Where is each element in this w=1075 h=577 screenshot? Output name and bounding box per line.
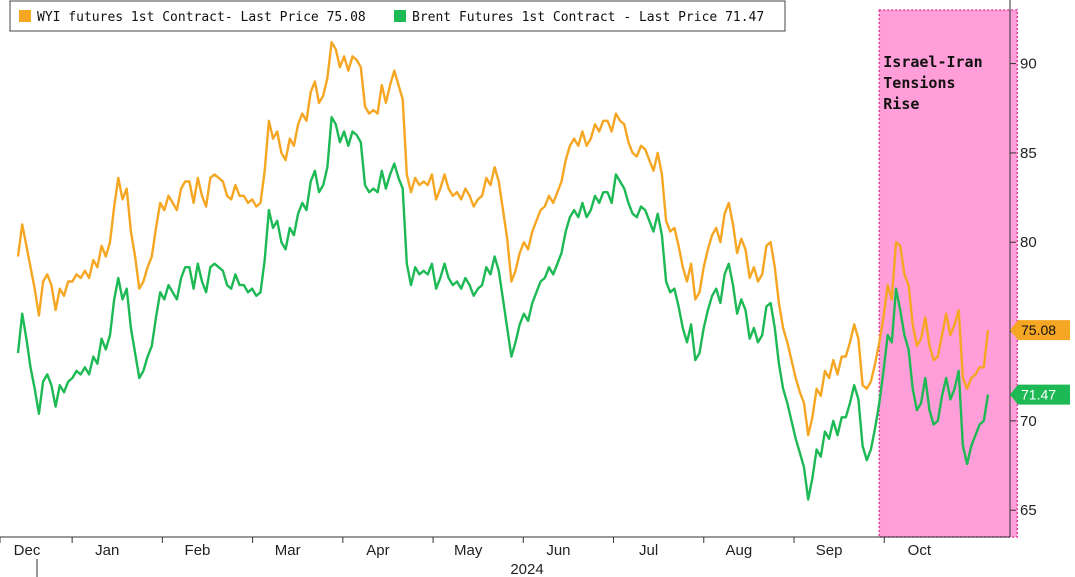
legend: WYI futures 1st Contract- Last Price 75.…	[9, 0, 786, 32]
x-axis-year-label: 2024	[510, 561, 543, 577]
x-tick-label: Sep	[816, 542, 843, 559]
last-value-badge: 71.47	[1010, 384, 1070, 405]
series-line-wyi	[16, 41, 990, 437]
y-tick-label: 70	[1020, 413, 1037, 430]
x-tick-label: Oct	[908, 542, 932, 559]
y-tick-label: 85	[1020, 145, 1037, 162]
highlight-band: Israel-Iran Tensions Rise	[878, 9, 1019, 538]
x-tick-label: Mar	[275, 542, 301, 559]
highlight-label-line-3: Rise	[883, 95, 919, 113]
last-value-badge-label: 71.47	[1021, 387, 1056, 403]
highlight-rect	[878, 9, 1019, 538]
x-axis-ticks: Dec Jan Feb Mar Apr May Jun Jul Aug Sep Oct	[0, 537, 932, 559]
legend-swatch-brent	[394, 10, 406, 22]
last-value-badge-shape	[1010, 320, 1070, 341]
highlight-label-line-1: Israel-Iran	[883, 53, 982, 71]
x-tick-label: Apr	[366, 542, 389, 559]
x-tick-label: Dec	[14, 542, 41, 559]
x-tick-label: Feb	[185, 542, 211, 559]
x-tick-label: May	[454, 542, 483, 559]
legend-swatch-wyi	[19, 10, 31, 22]
x-tick-label: Aug	[726, 542, 753, 559]
y-tick-label: 80	[1020, 234, 1037, 251]
series-line-brent	[16, 115, 990, 501]
highlight-label-line-2: Tensions	[883, 74, 955, 92]
last-value-badge-label: 75.08	[1021, 322, 1056, 338]
last-value-badge-shape	[1010, 384, 1070, 405]
last-value-badge: 75.08	[1010, 320, 1070, 341]
y-tick-label: 90	[1020, 56, 1037, 73]
last-value-badges: 75.08 71.47	[1010, 320, 1070, 405]
legend-label-brent: Brent Futures 1st Contract - Last Price …	[412, 10, 764, 25]
y-tick-label: 65	[1020, 502, 1037, 519]
x-tick-label: Jan	[95, 542, 119, 559]
x-tick-label: Jul	[639, 542, 658, 559]
x-tick-label: Jun	[546, 542, 570, 559]
legend-label-wyi: WYI futures 1st Contract- Last Price 75.…	[37, 10, 366, 25]
